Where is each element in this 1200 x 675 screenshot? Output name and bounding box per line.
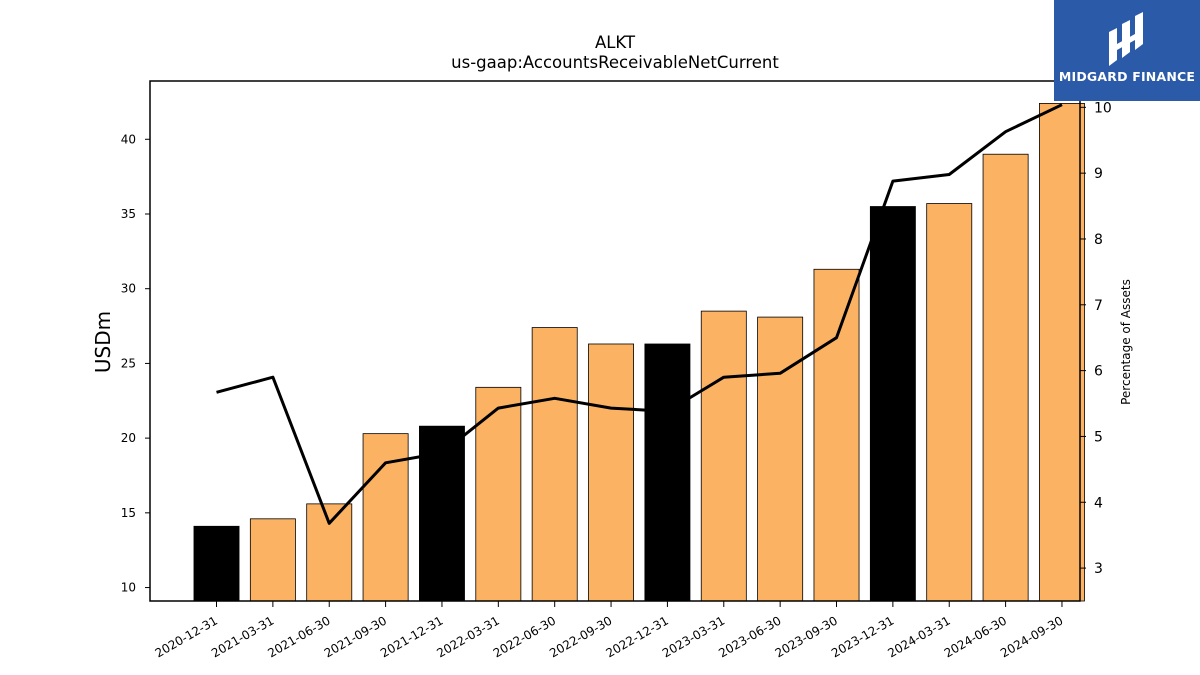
x-tick-label: 2022-03-31	[434, 613, 501, 660]
y2-tick-label: 4	[1094, 495, 1103, 511]
y2-tick-label: 6	[1094, 364, 1103, 380]
bar	[757, 316, 804, 602]
bar	[588, 343, 635, 602]
y-tick-label: 10	[121, 581, 136, 595]
y-tick-label: 15	[121, 506, 136, 520]
bar	[475, 386, 522, 602]
y2-axis-label: Percentage of Assets	[1119, 279, 1133, 405]
y-tick-label: 30	[121, 282, 136, 296]
x-tick-label: 2020-12-31	[153, 613, 220, 660]
bar	[249, 518, 296, 602]
y2-tick-label: 9	[1094, 166, 1103, 182]
y-tick-label: 25	[121, 356, 136, 370]
x-tick-label: 2023-09-30	[773, 613, 840, 660]
series-line	[216, 103, 1063, 525]
chart-subtitle: us-gaap:AccountsReceivableNetCurrent	[451, 53, 779, 72]
x-tick-label: 2023-06-30	[716, 613, 783, 660]
bar	[644, 343, 691, 602]
bar	[531, 327, 578, 602]
y-axis-label: USDm	[91, 311, 115, 373]
bar	[926, 203, 973, 602]
y2-tick-label: 8	[1094, 232, 1103, 248]
bars-group	[193, 103, 1085, 602]
x-tick-label: 2021-12-31	[378, 613, 445, 660]
bar	[700, 310, 747, 602]
x-tick-label: 2024-09-30	[998, 613, 1065, 660]
y2-tick-label: 10	[1094, 100, 1112, 116]
logo-mark-icon	[1109, 12, 1143, 66]
y2-tick-label: 3	[1094, 561, 1103, 577]
x-tick-label: 2023-12-31	[829, 613, 896, 660]
x-tick-label: 2022-09-30	[547, 613, 614, 660]
y2-tick-label: 5	[1094, 429, 1103, 445]
x-tick-label: 2021-06-30	[265, 613, 332, 660]
line-series-group	[216, 103, 1063, 525]
x-tick-label: 2021-03-31	[209, 613, 276, 660]
y-tick-label: 20	[121, 431, 136, 445]
bar	[306, 503, 353, 602]
x-tick-label: 2024-06-30	[942, 613, 1009, 660]
bar	[869, 206, 916, 602]
bar	[982, 153, 1029, 602]
chart-title: ALKT	[595, 33, 636, 52]
plot-frame	[149, 80, 1081, 602]
bar	[1039, 103, 1085, 602]
x-tick-label: 2022-12-31	[604, 613, 671, 660]
logo-text: MIDGARD FINANCE	[1058, 69, 1196, 84]
bar	[193, 525, 240, 602]
brand-logo: MIDGARD FINANCE	[1054, 0, 1200, 101]
y-tick-label: 35	[121, 207, 136, 221]
x-tick-label: 2021-09-30	[322, 613, 389, 660]
x-tick-label: 2023-03-31	[660, 613, 727, 660]
y2-tick-label: 7	[1094, 298, 1103, 314]
bar	[813, 268, 860, 602]
x-tick-label: 2024-03-31	[885, 613, 952, 660]
y-tick-label: 40	[121, 132, 136, 146]
x-tick-label: 2022-06-30	[491, 613, 558, 660]
